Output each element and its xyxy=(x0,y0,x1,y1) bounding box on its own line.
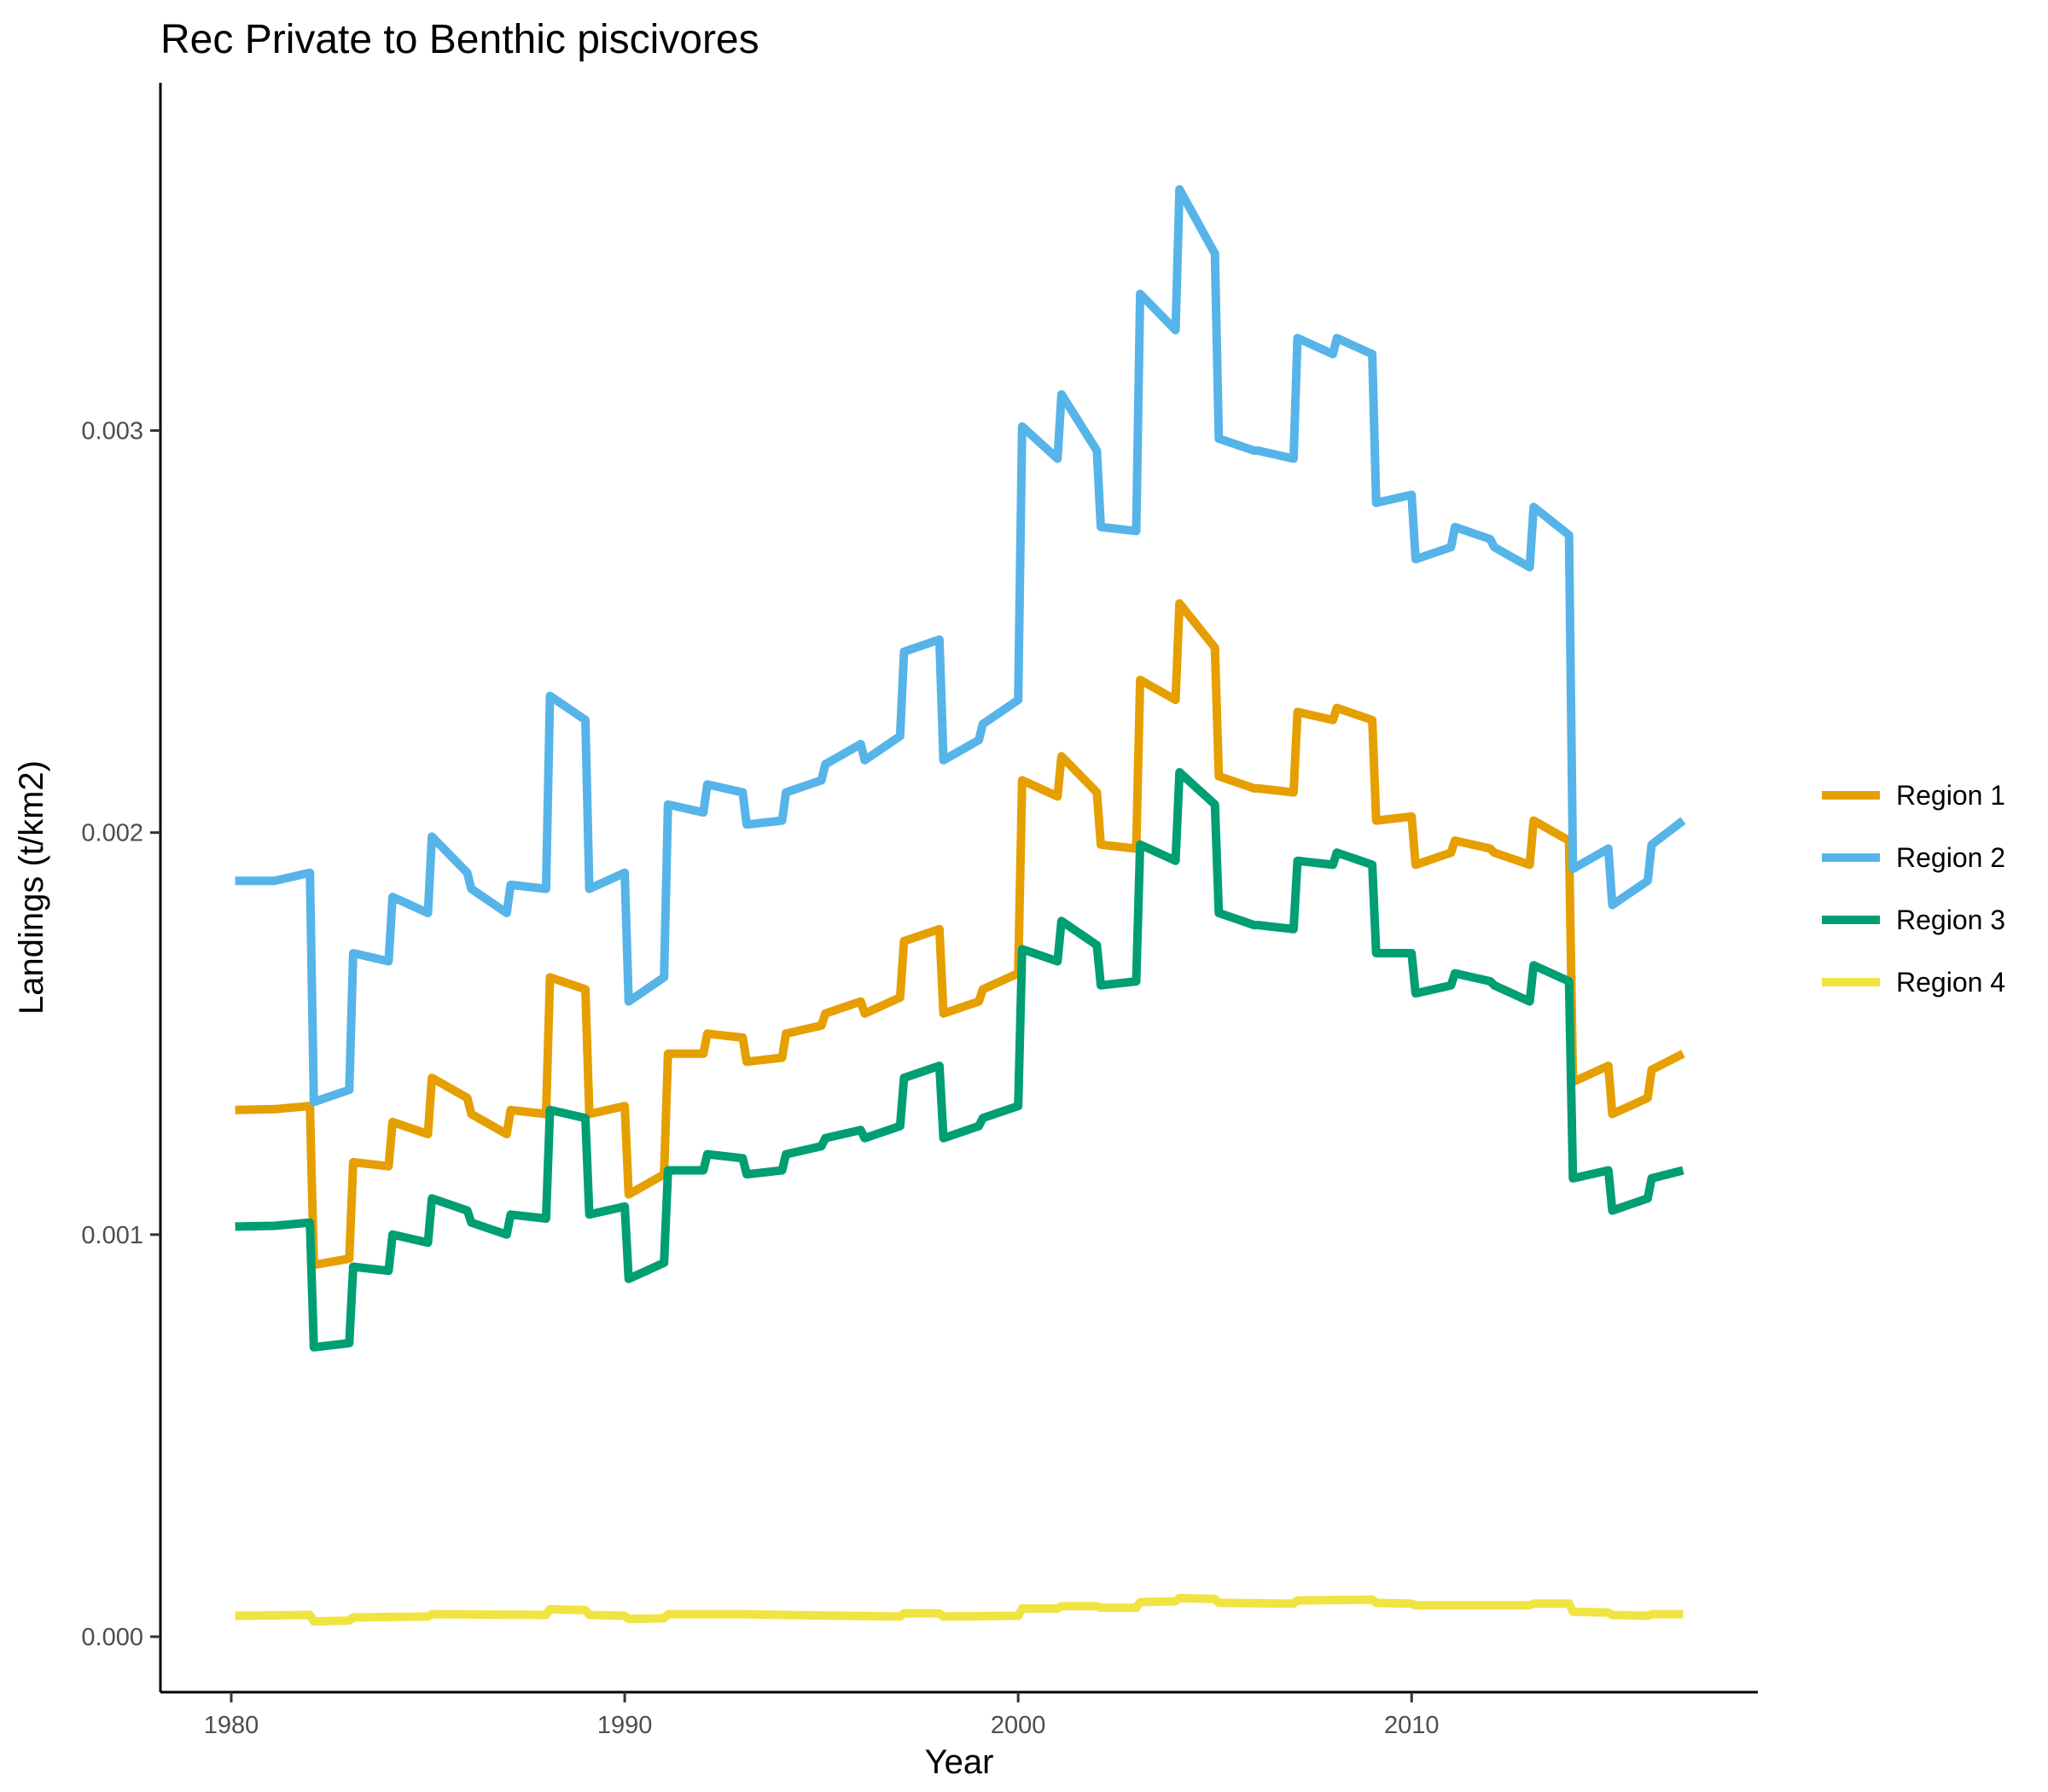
legend-label-region-3: Region 3 xyxy=(1896,905,2005,935)
series-line-region-1 xyxy=(235,599,1685,1270)
y-axis-title: Landings (t/km2) xyxy=(13,760,50,1015)
y-tick-label: 0.000 xyxy=(81,1624,143,1651)
plot-lines xyxy=(235,184,1686,1626)
x-tick-label: 1980 xyxy=(204,1712,259,1739)
series-line-region-4 xyxy=(235,1593,1684,1626)
legend: Region 1 Region 2 Region 3 Region 4 xyxy=(1822,780,2005,998)
series-line-region-2 xyxy=(235,184,1686,1107)
y-tick-label: 0.002 xyxy=(81,820,143,847)
legend-label-region-1: Region 1 xyxy=(1896,780,2005,811)
x-ticks: 1980 1990 2000 2010 xyxy=(204,1692,1440,1739)
x-axis-title: Year xyxy=(925,1743,994,1781)
series-line-region-3 xyxy=(235,768,1684,1352)
y-ticks: 0.000 0.001 0.002 0.003 xyxy=(81,418,160,1651)
y-tick-label: 0.001 xyxy=(81,1222,143,1249)
legend-label-region-2: Region 2 xyxy=(1896,842,2005,873)
legend-label-region-4: Region 4 xyxy=(1896,967,2005,998)
y-tick-label: 0.003 xyxy=(81,418,143,445)
x-tick-label: 1990 xyxy=(597,1712,653,1739)
x-tick-label: 2000 xyxy=(991,1712,1046,1739)
x-tick-label: 2010 xyxy=(1384,1712,1440,1739)
chart-title: Rec Private to Benthic piscivores xyxy=(160,17,759,62)
